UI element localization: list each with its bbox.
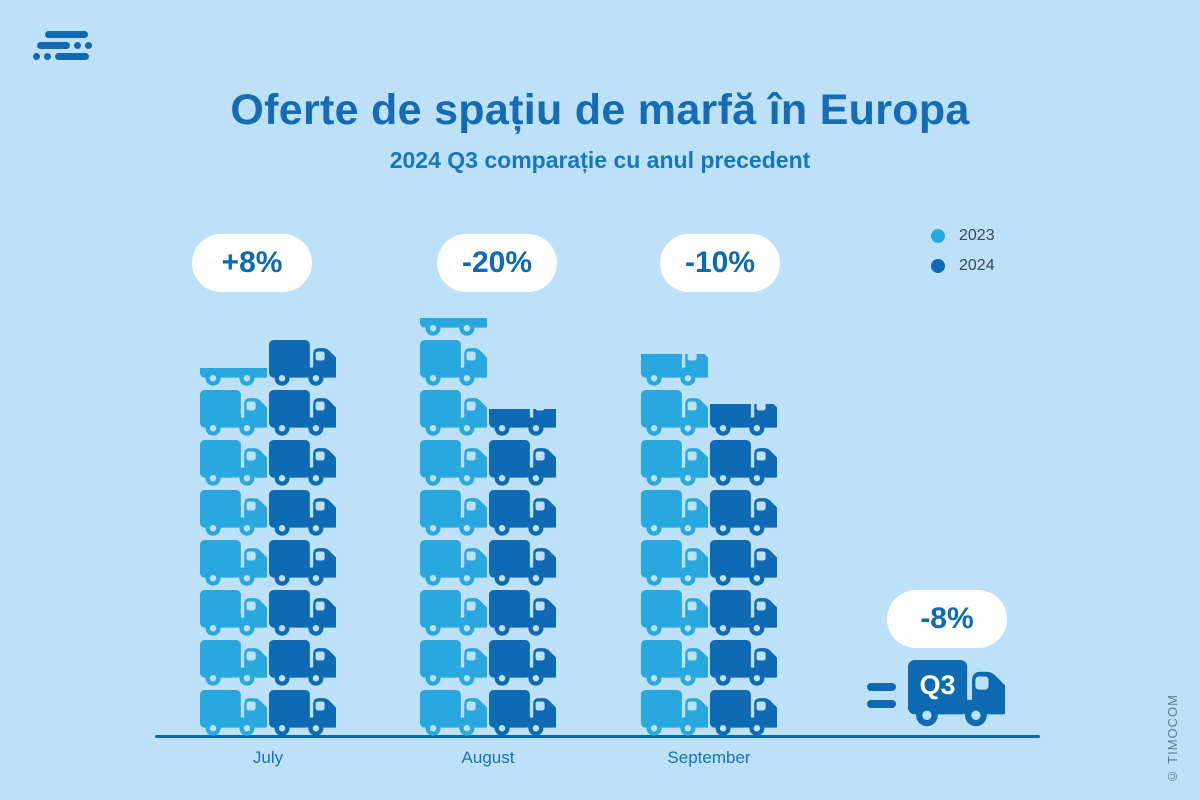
truck-icon: [641, 690, 708, 737]
truck-icon: [420, 340, 487, 387]
stack-2024-august: [489, 409, 556, 737]
stack-2023-july: [200, 368, 267, 737]
truck-icon: [641, 440, 708, 487]
truck-icon: [710, 540, 777, 587]
page-title: Oferte de spațiu de marfă în Europa: [230, 86, 970, 134]
logo-row: [37, 42, 92, 49]
stack-2024-september: [710, 404, 777, 737]
truck-icon-partial: [200, 368, 267, 387]
month-label-july: July: [252, 748, 284, 767]
change-badge-august: -20%: [437, 234, 557, 292]
truck-icon: [420, 640, 487, 687]
summary-change-badge: -8%: [887, 590, 1007, 648]
timocom-logo-icon: [33, 31, 92, 60]
truck-icon: [420, 690, 487, 737]
month-label-september: September: [667, 748, 751, 767]
logo-row: [45, 31, 92, 38]
truck-icon: [200, 690, 267, 737]
stack-2023-august: [420, 318, 487, 737]
truck-icon: [269, 540, 336, 587]
month-label-august: August: [461, 748, 515, 767]
page-subtitle: 2024 Q3 comparație cu anul precedent: [389, 147, 811, 173]
truck-icon: [269, 490, 336, 537]
legend-label: 2024: [959, 256, 995, 274]
truck-icon-partial: [710, 404, 777, 437]
truck-icon: [710, 640, 777, 687]
truck-icon-partial: [420, 318, 487, 337]
truck-icon: [489, 690, 556, 737]
truck-icon: [489, 640, 556, 687]
truck-icon: [641, 490, 708, 537]
legend-item-2024: 2024: [931, 256, 995, 275]
stack-2023-september: [641, 354, 708, 737]
truck-icon: [641, 640, 708, 687]
truck-icon: [200, 590, 267, 637]
truck-icon: [420, 390, 487, 437]
truck-icon: [710, 440, 777, 487]
logo-row: [33, 53, 92, 60]
legend: 2023 2024: [931, 226, 995, 275]
x-axis-line: [155, 735, 1040, 738]
logo-bar: [37, 42, 70, 49]
logo-dot: [33, 53, 40, 60]
truck-icon-partial: [641, 354, 708, 387]
truck-icon: [710, 590, 777, 637]
logo-dot: [44, 53, 51, 60]
truck-group-september: [641, 354, 777, 737]
truck-icon: [420, 440, 487, 487]
truck-icon: [200, 390, 267, 437]
truck-group-august: [420, 318, 556, 737]
truck-icon: [641, 540, 708, 587]
stack-2024-july: [269, 340, 336, 737]
legend-label: 2023: [959, 226, 995, 244]
q3-truck-icon: Q3: [908, 660, 1005, 728]
truck-icon: [420, 490, 487, 537]
truck-icon: [200, 540, 267, 587]
truck-icon: [489, 440, 556, 487]
logo-bar: [55, 53, 89, 60]
legend-dot-icon: [931, 258, 945, 273]
truck-icon: [489, 540, 556, 587]
equals-icon: [867, 683, 896, 708]
copyright-text: © TIMOCOM: [1165, 693, 1180, 784]
truck-group-july: [200, 340, 336, 737]
logo-bar: [45, 31, 88, 38]
truck-icon: [200, 640, 267, 687]
change-badge-july: +8%: [192, 234, 312, 292]
legend-item-2023: 2023: [931, 226, 995, 245]
q3-truck-label: Q3: [919, 670, 956, 700]
logo-dot: [85, 42, 92, 49]
truck-icon: [269, 640, 336, 687]
truck-icon: [641, 390, 708, 437]
truck-icon: [710, 490, 777, 537]
truck-icon: [489, 590, 556, 637]
equals-bar: [867, 683, 896, 691]
truck-icon: [200, 490, 267, 537]
truck-icon: [420, 540, 487, 587]
truck-icon: [269, 440, 336, 487]
truck-icon: [269, 390, 336, 437]
truck-icon: [200, 440, 267, 487]
truck-icon: [641, 590, 708, 637]
truck-icon: [269, 690, 336, 737]
truck-icon: [269, 590, 336, 637]
truck-icon: [269, 340, 336, 387]
truck-icon: [420, 590, 487, 637]
legend-dot-icon: [931, 228, 945, 243]
truck-icon: [489, 490, 556, 537]
logo-dot: [74, 42, 81, 49]
truck-icon-partial: [489, 409, 556, 437]
truck-icon: [710, 690, 777, 737]
equals-bar: [867, 700, 896, 708]
change-badge-september: -10%: [660, 234, 780, 292]
